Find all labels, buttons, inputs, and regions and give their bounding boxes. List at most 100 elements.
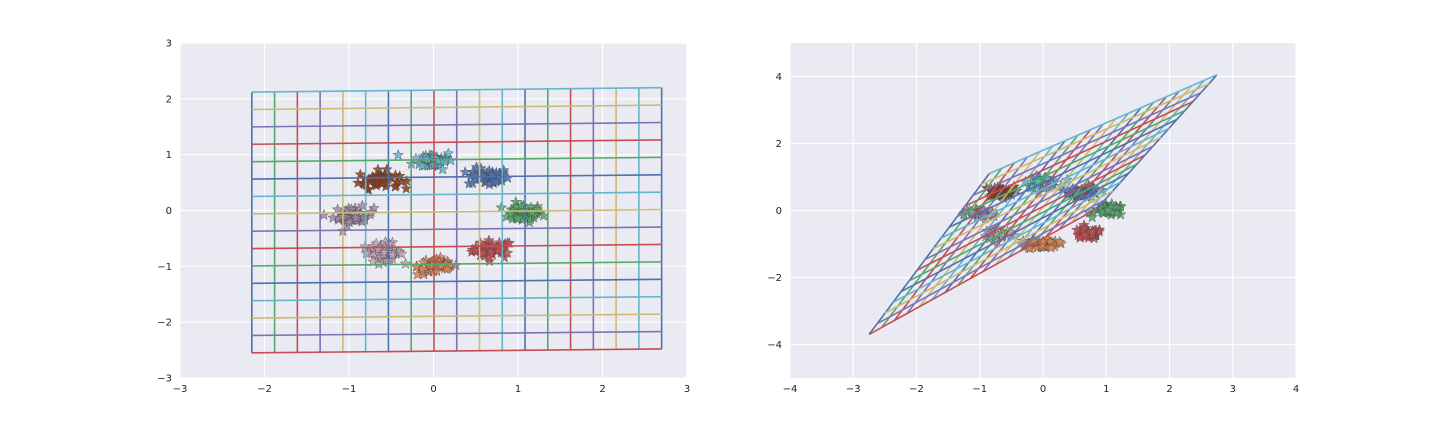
star-point bbox=[474, 236, 487, 248]
mesh-line-vertical bbox=[1045, 96, 1167, 238]
star-point bbox=[352, 176, 364, 188]
mesh-line-horizontal bbox=[251, 226, 662, 232]
mesh-line-horizontal bbox=[251, 86, 662, 93]
mesh-line-vertical bbox=[931, 145, 1054, 301]
x-tick-label: −2 bbox=[909, 384, 924, 395]
star-point bbox=[399, 257, 412, 269]
star-point bbox=[470, 161, 483, 173]
star-point bbox=[468, 169, 481, 181]
mesh-line-horizontal bbox=[924, 145, 1154, 261]
star-point bbox=[1102, 204, 1114, 216]
mesh-line-horizontal bbox=[892, 181, 1122, 303]
mesh-and-points bbox=[868, 74, 1218, 336]
star-point bbox=[1036, 238, 1049, 250]
star-point bbox=[485, 245, 497, 257]
x-tick-label: 4 bbox=[1293, 384, 1299, 395]
star-point bbox=[983, 232, 996, 244]
mesh-line-vertical bbox=[1020, 107, 1142, 252]
mesh-line-horizontal bbox=[251, 191, 662, 198]
y-tick-label: 4 bbox=[776, 72, 782, 83]
mesh-line-horizontal bbox=[251, 104, 662, 111]
mesh-line-vertical bbox=[944, 140, 1066, 294]
star-point bbox=[391, 175, 403, 187]
y-tick-label: 2 bbox=[166, 94, 172, 105]
y-tick-label: 2 bbox=[776, 139, 782, 150]
star-point bbox=[370, 237, 383, 249]
mesh-line-vertical bbox=[1058, 90, 1180, 231]
mesh-line-vertical bbox=[1083, 79, 1205, 217]
x-tick-label: −1 bbox=[972, 384, 987, 395]
y-tick-label: −4 bbox=[767, 340, 782, 351]
mesh-line-horizontal bbox=[908, 163, 1138, 282]
star-point bbox=[389, 180, 401, 192]
star-point bbox=[512, 212, 524, 224]
mesh-line-vertical bbox=[906, 156, 1028, 315]
mesh-line-horizontal bbox=[900, 172, 1130, 293]
y-tick-label: −1 bbox=[157, 262, 172, 273]
mesh-line-horizontal bbox=[948, 118, 1178, 228]
mesh-line-vertical bbox=[956, 134, 1079, 287]
star-point bbox=[490, 175, 502, 187]
mesh-line-horizontal bbox=[980, 83, 1210, 186]
x-tick-label: 3 bbox=[1230, 384, 1236, 395]
mesh-line-horizontal bbox=[251, 156, 662, 163]
star-point bbox=[436, 163, 449, 175]
left-chart: −3 −2 −1 0 1 2 3 −3 −2 −1 0 1 2 3 bbox=[157, 39, 690, 396]
y-tick-label: −3 bbox=[157, 374, 172, 385]
x-tick-label: 1 bbox=[515, 384, 521, 395]
x-tick-label: 0 bbox=[1040, 384, 1046, 395]
star-point bbox=[966, 206, 978, 218]
mesh-line-horizontal bbox=[251, 295, 662, 302]
x-tick-label: 2 bbox=[1166, 384, 1172, 395]
mesh-line-horizontal bbox=[964, 100, 1194, 207]
star-point bbox=[380, 163, 393, 175]
star-point bbox=[466, 177, 479, 189]
mesh-line-vertical bbox=[1070, 85, 1193, 224]
mesh-line-horizontal bbox=[932, 136, 1162, 250]
x-tick-label: 1 bbox=[1103, 384, 1109, 395]
right-chart: −4 −3 −2 −1 0 1 2 3 4 −4 −2 0 2 4 bbox=[767, 43, 1299, 395]
mesh-line-horizontal bbox=[884, 190, 1114, 314]
star-point bbox=[431, 265, 443, 277]
mesh-line-horizontal bbox=[251, 173, 662, 180]
mesh-line-vertical bbox=[881, 167, 1003, 328]
star-point bbox=[345, 203, 358, 215]
mesh-line-vertical bbox=[919, 151, 1041, 308]
mesh-line-horizontal bbox=[251, 139, 662, 146]
mesh-line-horizontal bbox=[251, 330, 662, 337]
mesh-line-horizontal bbox=[940, 127, 1170, 239]
mesh-line-horizontal bbox=[876, 199, 1106, 325]
y-tick-label: −2 bbox=[767, 273, 782, 284]
star-point bbox=[1061, 173, 1073, 185]
mesh-line-vertical bbox=[868, 173, 990, 335]
star-point bbox=[1078, 229, 1091, 241]
star-point bbox=[1086, 225, 1098, 237]
star-point bbox=[331, 203, 344, 215]
star-point bbox=[327, 211, 339, 223]
star-point bbox=[354, 168, 367, 180]
star-point bbox=[349, 211, 362, 223]
x-tick-label: 2 bbox=[599, 384, 605, 395]
mesh-line-horizontal bbox=[251, 313, 662, 319]
mesh-line-vertical bbox=[1007, 112, 1130, 259]
star-point bbox=[380, 177, 393, 189]
mesh-line-vertical bbox=[1032, 101, 1155, 245]
star-point bbox=[476, 247, 489, 259]
mesh-line-horizontal bbox=[251, 208, 662, 215]
star-point bbox=[1077, 222, 1090, 234]
series-1 bbox=[1083, 197, 1127, 223]
x-tick-label: −4 bbox=[783, 384, 798, 395]
star-point bbox=[416, 159, 428, 171]
y-tick-label: 1 bbox=[166, 150, 172, 161]
star-point bbox=[392, 149, 404, 160]
mesh-line-horizontal bbox=[972, 91, 1202, 196]
star-point bbox=[400, 182, 412, 194]
mesh-line-horizontal bbox=[988, 74, 1218, 175]
mesh-line-vertical bbox=[893, 162, 1016, 321]
y-tick-label: 0 bbox=[166, 206, 172, 217]
x-tick-label: −3 bbox=[846, 384, 861, 395]
mesh-line-vertical bbox=[982, 123, 1104, 273]
mesh-line-horizontal bbox=[251, 278, 662, 285]
y-tick-label: −2 bbox=[157, 318, 172, 329]
star-point bbox=[497, 164, 510, 176]
